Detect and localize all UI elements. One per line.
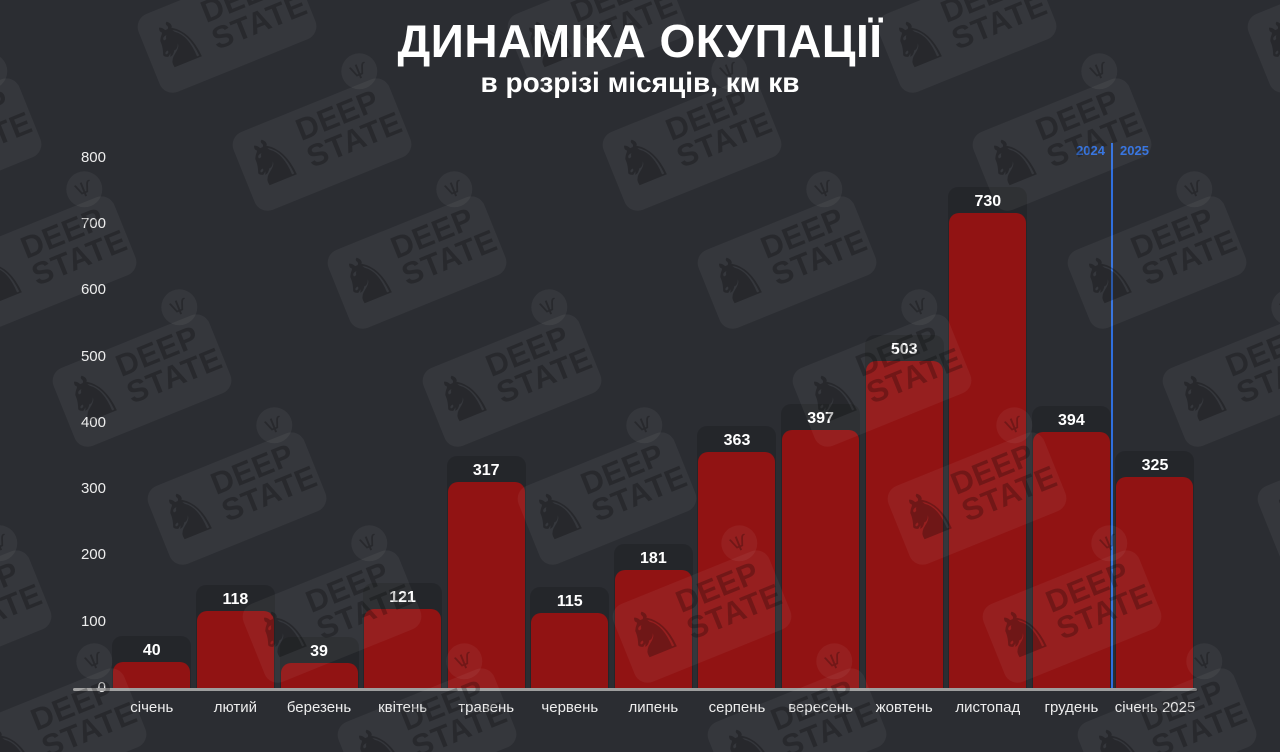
x-axis-label: січень 2025 (1114, 699, 1196, 716)
y-axis-tick: 700 (80, 214, 106, 232)
y-axis-tick: 300 (80, 480, 106, 498)
bar (949, 213, 1026, 688)
bar-value-label: 115 (556, 593, 583, 610)
bar (113, 662, 190, 688)
y-axis-tick: 800 (80, 148, 106, 166)
year-label-2025: 2025 (1120, 143, 1149, 158)
chart-subtitle: в розрізі місяців, км кв (480, 66, 800, 98)
year-label-2024: 2024 (1076, 143, 1105, 158)
bar-value-label: 503 (890, 341, 918, 358)
x-axis-label: квітень (378, 699, 428, 716)
bar (782, 430, 859, 688)
bar-value-label: 363 (723, 432, 751, 449)
bar-value-label: 39 (310, 643, 328, 660)
bar (615, 570, 692, 688)
x-axis-label: жовтень (875, 699, 933, 716)
x-axis-label: травень (458, 699, 515, 716)
x-axis-label: листопад (955, 699, 1021, 716)
bar (698, 452, 775, 688)
y-axis-tick: 200 (80, 546, 106, 564)
bar-value-label: 397 (807, 410, 834, 427)
chart-title: ДИНАМІКА ОКУПАЦІЇ (397, 15, 883, 67)
y-axis-tick: 600 (80, 281, 106, 299)
bar-value-label: 121 (389, 589, 416, 606)
bar-value-label: 730 (974, 193, 1002, 210)
x-axis-line (73, 688, 1197, 691)
x-axis-label: липень (628, 699, 679, 716)
x-axis-label: вересень (788, 699, 853, 716)
bar (531, 613, 608, 688)
bar-value-label: 394 (1058, 412, 1085, 429)
x-axis-label: грудень (1044, 699, 1099, 716)
bar (448, 482, 525, 688)
bar (1116, 477, 1193, 688)
year-divider-line (1111, 143, 1113, 688)
x-axis-label: березень (286, 699, 352, 716)
y-axis-tick: 500 (80, 347, 106, 365)
x-axis-label: січень (130, 699, 174, 716)
bar-value-label: 118 (222, 591, 249, 608)
bar (364, 609, 441, 688)
x-axis-label: червень (541, 699, 599, 716)
bar-value-label: 40 (142, 642, 161, 659)
bar-value-label: 325 (1141, 457, 1169, 474)
bar (1033, 432, 1110, 688)
chart-header: ДИНАМІКА ОКУПАЦІЇ в розрізі місяців, км … (0, 0, 1280, 99)
bar (866, 361, 943, 688)
bar (281, 663, 358, 688)
bar-value-label: 181 (640, 550, 667, 567)
bar (197, 611, 274, 688)
x-axis-label: лютий (213, 699, 258, 716)
y-axis-tick: 0 (36, 679, 106, 697)
y-axis-tick: 400 (80, 413, 106, 431)
y-axis-tick: 100 (80, 612, 106, 630)
x-axis-label: серпень (708, 699, 766, 716)
bar-value-label: 317 (472, 462, 500, 479)
